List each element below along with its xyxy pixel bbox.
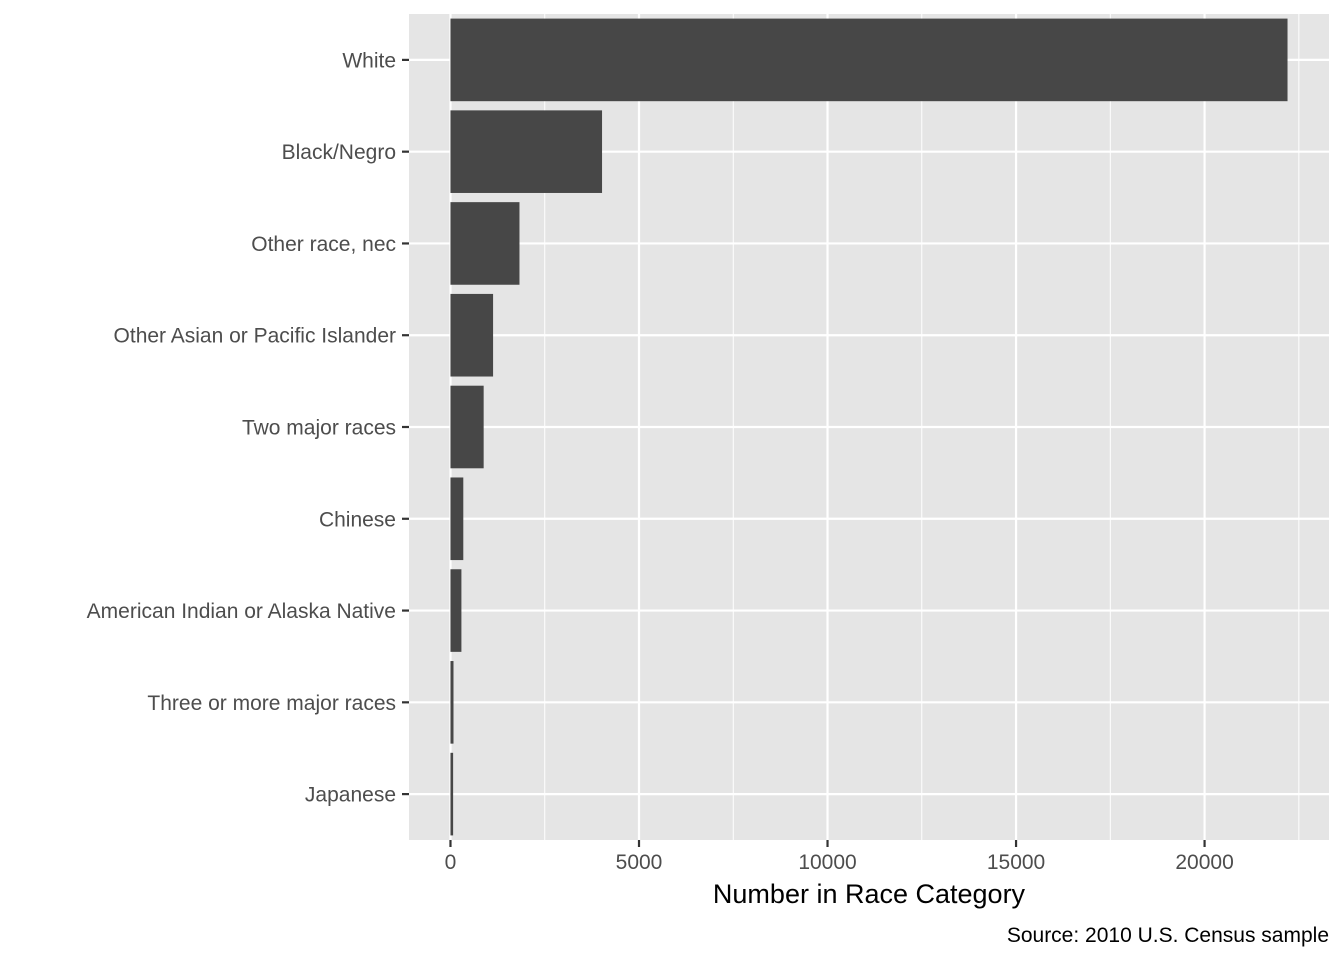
y-axis: White Black/Negro Other race, nec Other Asi… xyxy=(87,49,409,807)
bar xyxy=(450,752,454,836)
y-tick-label: Black/Negro xyxy=(282,141,396,164)
x-axis: 0 5000 10000 15000 20000 xyxy=(445,840,1234,874)
y-tick-label: Japanese xyxy=(305,784,396,807)
bar xyxy=(450,661,454,744)
y-tick-label: Chinese xyxy=(319,508,396,531)
bars xyxy=(450,18,1288,836)
x-tick-label: 10000 xyxy=(798,851,856,874)
y-tick-label: Two major races xyxy=(242,417,396,440)
bar xyxy=(450,202,520,285)
caption: Source: 2010 U.S. Census sample xyxy=(1007,924,1329,947)
bar xyxy=(450,110,603,193)
y-tick-label: Three or more major races xyxy=(147,692,396,715)
y-tick-label: White xyxy=(342,49,396,72)
x-axis-title: Number in Race Category xyxy=(713,879,1026,909)
bar xyxy=(450,18,1288,102)
y-tick-label: Other race, nec xyxy=(251,233,396,256)
y-tick-label: Other Asian or Pacific Islander xyxy=(114,325,396,348)
x-tick-label: 5000 xyxy=(616,851,663,874)
y-tick-label: American Indian or Alaska Native xyxy=(87,600,396,623)
x-tick-label: 15000 xyxy=(987,851,1045,874)
x-tick-label: 20000 xyxy=(1175,851,1233,874)
bar xyxy=(450,569,462,652)
bar xyxy=(450,477,464,561)
bar xyxy=(450,293,494,377)
bar xyxy=(450,385,484,469)
x-tick-label: 0 xyxy=(445,851,457,874)
